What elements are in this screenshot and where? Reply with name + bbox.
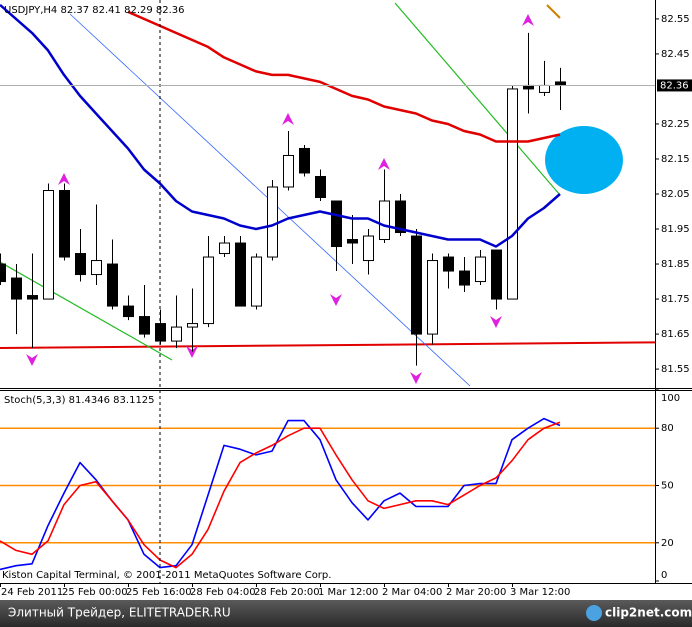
candle-body: [539, 84, 550, 93]
y-tick-label: 50: [661, 481, 674, 492]
last-price-box: [657, 79, 692, 92]
fractal-markers: [26, 14, 534, 384]
logo-icon: [586, 605, 602, 621]
fractal-down: [26, 354, 38, 366]
candle-body: [427, 260, 438, 335]
y-tick-label: 82.55: [661, 14, 690, 25]
fractal-up: [522, 14, 534, 26]
indicator-title: Stoch(5,3,3) 81.4346 83.1125: [4, 395, 155, 406]
candle-body: [171, 326, 182, 342]
y-tick-label: 81.55: [661, 364, 690, 375]
trend-line: [546, 4, 561, 19]
fractal-down: [490, 316, 502, 328]
y-tick-label: 82.25: [661, 119, 690, 130]
last-price-label: 82.36: [660, 80, 689, 91]
fractal-up: [378, 158, 390, 170]
y-tick-label: 81.65: [661, 329, 690, 340]
y-tick-label: 81.95: [661, 224, 690, 235]
candle-body: [411, 235, 422, 335]
candle-body: [75, 253, 86, 276]
highlight-ellipse: [545, 126, 623, 194]
candle-body: [443, 256, 454, 272]
candle-body: [507, 88, 518, 300]
series-line: [0, 417, 561, 571]
y-tick-label: 0: [661, 570, 667, 581]
candle-body: [331, 200, 342, 248]
candle-body: [43, 189, 54, 300]
x-tick-label: 1 Mar 12:00: [318, 587, 378, 598]
y-tick-label: 100: [661, 393, 680, 404]
candle-body: [203, 256, 214, 325]
x-tick-label: 2 Mar 04:00: [382, 587, 442, 598]
y-tick-label: 82.15: [661, 154, 690, 165]
y-tick-label: 82.45: [661, 49, 690, 60]
candle-body: [459, 270, 470, 286]
price-panel: [0, 2, 655, 387]
candle-body: [363, 235, 374, 262]
trend-line: [394, 2, 561, 196]
candle-body: [395, 200, 406, 234]
candle-body: [491, 249, 502, 300]
copyright: Kiston Capital Terminal, © 2001-2011 Met…: [2, 570, 331, 581]
candle-body: [555, 81, 566, 86]
candle-body: [523, 84, 534, 90]
candle-body: [379, 200, 390, 241]
candle-body: [299, 147, 310, 174]
footer-bar: [0, 600, 692, 627]
y-tick-label: 80: [661, 423, 674, 434]
series-line: [0, 421, 561, 569]
candle-body: [123, 305, 134, 318]
candle-body: [0, 263, 6, 283]
candle-body: [139, 316, 150, 335]
candle-body: [347, 239, 358, 244]
x-tick-label: 28 Feb 04:00: [190, 587, 256, 598]
y-tick-label: 82.05: [661, 189, 690, 200]
footer-logo: clip2net.com: [605, 606, 692, 620]
y-tick-label: 81.75: [661, 294, 690, 305]
fractal-down: [330, 294, 342, 306]
candle-body: [267, 186, 278, 258]
candle-body: [59, 189, 70, 258]
y-tick-label: 81.85: [661, 259, 690, 270]
candle-body: [475, 256, 486, 283]
candle-body: [107, 263, 118, 307]
chart-title: USDJPY,H4 82.37 82.41 82.29 82.36: [4, 5, 185, 16]
fractal-down: [410, 372, 422, 384]
stoch-panel: [0, 417, 655, 571]
support-line: [0, 341, 655, 349]
candle-body: [283, 154, 294, 188]
x-tick-label: 25 Feb 00:00: [62, 587, 128, 598]
footer-site: Элитный Трейдер, ELITETRADER.RU: [8, 606, 231, 620]
candle-body: [11, 277, 22, 300]
candle-body: [251, 256, 262, 307]
trend-line: [0, 261, 173, 361]
series-line: [0, 3, 561, 248]
fractal-up: [58, 173, 70, 185]
candle-body: [219, 242, 230, 255]
x-tick-label: 25 Feb 16:00: [126, 587, 192, 598]
candle-body: [315, 175, 326, 199]
candle-body: [187, 323, 198, 328]
x-tick-label: 2 Mar 20:00: [446, 587, 506, 598]
candle-body: [27, 295, 38, 300]
x-tick-label: 28 Feb 20:00: [254, 587, 320, 598]
series-line: [127, 10, 561, 143]
candle-body: [235, 242, 246, 307]
x-tick-label: 24 Feb 2011: [1, 587, 63, 598]
x-tick-label: 3 Mar 12:00: [510, 587, 570, 598]
y-tick-label: 20: [661, 538, 674, 549]
candle-body: [91, 260, 102, 276]
fractal-down: [186, 346, 198, 358]
fractal-up: [282, 113, 294, 125]
